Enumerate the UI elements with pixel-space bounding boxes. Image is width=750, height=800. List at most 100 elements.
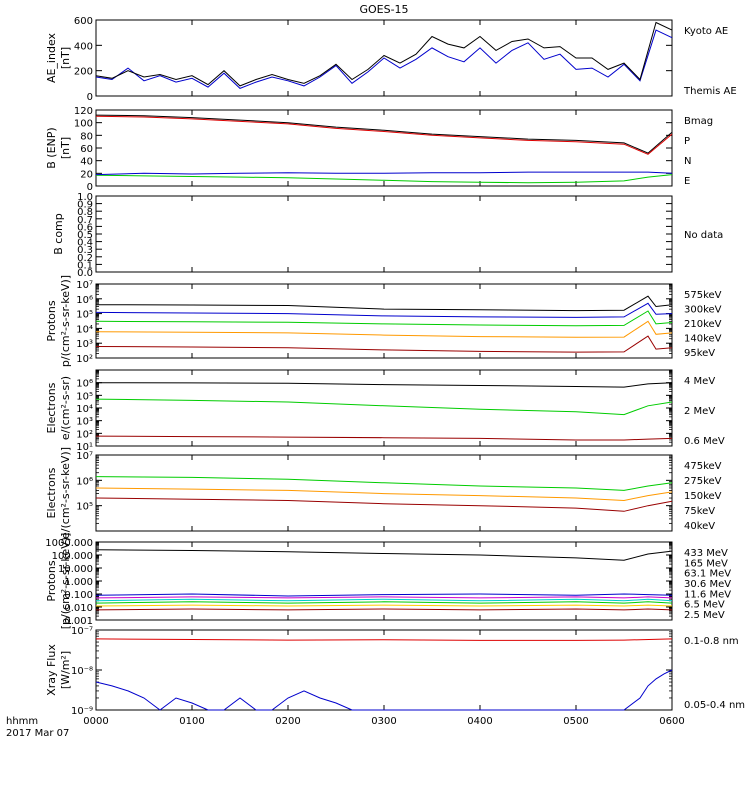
y-tick-label: 0.1 [77, 260, 93, 271]
series-line-kyoto-ae [95, 29, 673, 89]
legend-entry: 575keV [684, 290, 722, 301]
legend-entry: 75keV [684, 506, 715, 517]
chart-title: GOES-15 [359, 3, 408, 16]
y-tick-label: 0.100 [64, 590, 93, 601]
y-tick-label: 400 [74, 41, 93, 52]
y-tick-label: 10⁷ [76, 451, 93, 462]
x-tick-label: 0100 [179, 716, 204, 727]
series-line-63-1-mev [95, 596, 673, 599]
y-axis-label: p/(cm²-s-sr-keV)] [59, 275, 72, 367]
y-tick-label: 0.9 [77, 200, 93, 211]
y-tick-label: 1.0 [77, 192, 93, 203]
panel-frame [95, 109, 673, 187]
y-tick-label: 10⁻⁹ [71, 706, 93, 717]
x-tick-label: 0400 [467, 716, 492, 727]
y-tick-label: 10² [76, 429, 93, 440]
series-line-95kev [95, 335, 673, 353]
y-axis-label: Electrons [45, 467, 58, 518]
y-tick-label: 10⁴ [76, 324, 93, 335]
legend-entry: 275keV [684, 476, 722, 487]
y-tick-label: 0.4 [77, 238, 93, 249]
y-tick-label: 600 [74, 16, 93, 27]
y-tick-label: 0 [87, 182, 93, 193]
series-line-165-mev [95, 593, 673, 597]
series-line-e [95, 171, 673, 176]
legend-entry: 40keV [684, 521, 715, 532]
y-tick-label: 10⁴ [76, 404, 93, 415]
series-line-300kev [95, 302, 673, 318]
y-tick-label: 0.001 [64, 616, 93, 627]
legend-entry: 63.1 MeV [684, 569, 731, 580]
y-tick-label: 10³ [76, 417, 93, 428]
y-tick-label: 0 [87, 92, 93, 103]
y-tick-label: 100 [74, 119, 93, 130]
legend-entry: 475keV [684, 461, 722, 472]
series-line-433-mev [95, 549, 673, 561]
y-tick-label: 10³ [76, 339, 93, 350]
legend-entry: P [684, 136, 690, 147]
y-tick-label: 0.3 [77, 245, 93, 256]
y-axis-label: e/(cm²-s-sr) [59, 376, 72, 440]
series-line-575kev [95, 295, 673, 312]
y-axis-label: B (ENP) [45, 127, 58, 168]
y-tick-label: 10² [76, 354, 93, 365]
legend-entry: Kyoto AE [684, 26, 728, 37]
series-line-themis-ae [95, 21, 673, 87]
legend-entry: 0.05-0.4 nm [684, 700, 745, 711]
x-unit-label: hhmm [6, 716, 38, 727]
x-tick-label: 0200 [275, 716, 300, 727]
series-line-0-6-mev [95, 382, 673, 388]
y-axis-label: e/(cm²-s-sr-keV)] [59, 447, 72, 539]
y-tick-label: 20 [80, 169, 93, 180]
panel-frame [95, 195, 673, 273]
legend-entry: 95keV [684, 348, 715, 359]
legend-entry: No data [684, 230, 723, 241]
series-line-30-6-mev [95, 598, 673, 602]
panel-frame [95, 369, 673, 447]
legend-entry: 6.5 MeV [684, 600, 725, 611]
y-tick-label: 10⁻⁸ [71, 666, 93, 677]
y-tick-label: 40 [80, 157, 93, 168]
series-line-2-mev [95, 398, 673, 416]
y-axis-label: Protons [45, 560, 58, 601]
y-tick-label: 10⁷ [76, 280, 93, 291]
y-axis-label: Xray Flux [45, 644, 58, 696]
y-tick-label: 10⁵ [76, 310, 93, 321]
x-tick-label: 0300 [371, 716, 396, 727]
series-line-0-1-0-8-nm [95, 638, 673, 641]
y-tick-label: 120 [74, 106, 93, 117]
legend-entry: 300keV [684, 305, 722, 316]
y-tick-label: 80 [80, 131, 93, 142]
panel-frame [95, 454, 673, 532]
y-axis-label: Electrons [45, 382, 58, 433]
y-tick-label: 10¹ [76, 442, 93, 453]
legend-entry: E [684, 176, 690, 187]
y-tick-label: 1000.000 [45, 538, 93, 549]
series-line-n [95, 174, 673, 184]
x-tick-label: 0500 [563, 716, 588, 727]
series-line-p [95, 115, 673, 155]
y-tick-label: 0.6 [77, 222, 93, 233]
series-line-275kev [95, 487, 673, 502]
legend-entry: Bmag [684, 116, 713, 127]
y-axis-label: Protons [45, 300, 58, 341]
y-tick-label: 200 [74, 67, 93, 78]
series-line-140kev [95, 320, 673, 338]
legend-entry: 140keV [684, 334, 722, 345]
legend-entry: 11.6 MeV [684, 589, 731, 600]
y-tick-label: 1.000 [64, 577, 93, 588]
y-axis-label: [W/m²] [59, 651, 72, 689]
series-line-150kev [95, 497, 673, 512]
y-tick-label: 10⁶ [76, 476, 93, 487]
y-tick-label: 0.2 [77, 253, 93, 264]
legend-entry: Themis AE [683, 86, 737, 97]
legend-entry: 165 MeV [684, 558, 728, 569]
y-axis-label: AE_index [45, 32, 58, 83]
legend-entry: 2 MeV [684, 406, 715, 417]
series-line-210kev [95, 310, 673, 327]
series-line-4-mev [95, 435, 673, 441]
series-line-bmag [95, 114, 673, 154]
legend-entry: 210keV [684, 319, 722, 330]
legend-entry: 4 MeV [684, 376, 715, 387]
y-axis-label: B comp [52, 213, 65, 255]
